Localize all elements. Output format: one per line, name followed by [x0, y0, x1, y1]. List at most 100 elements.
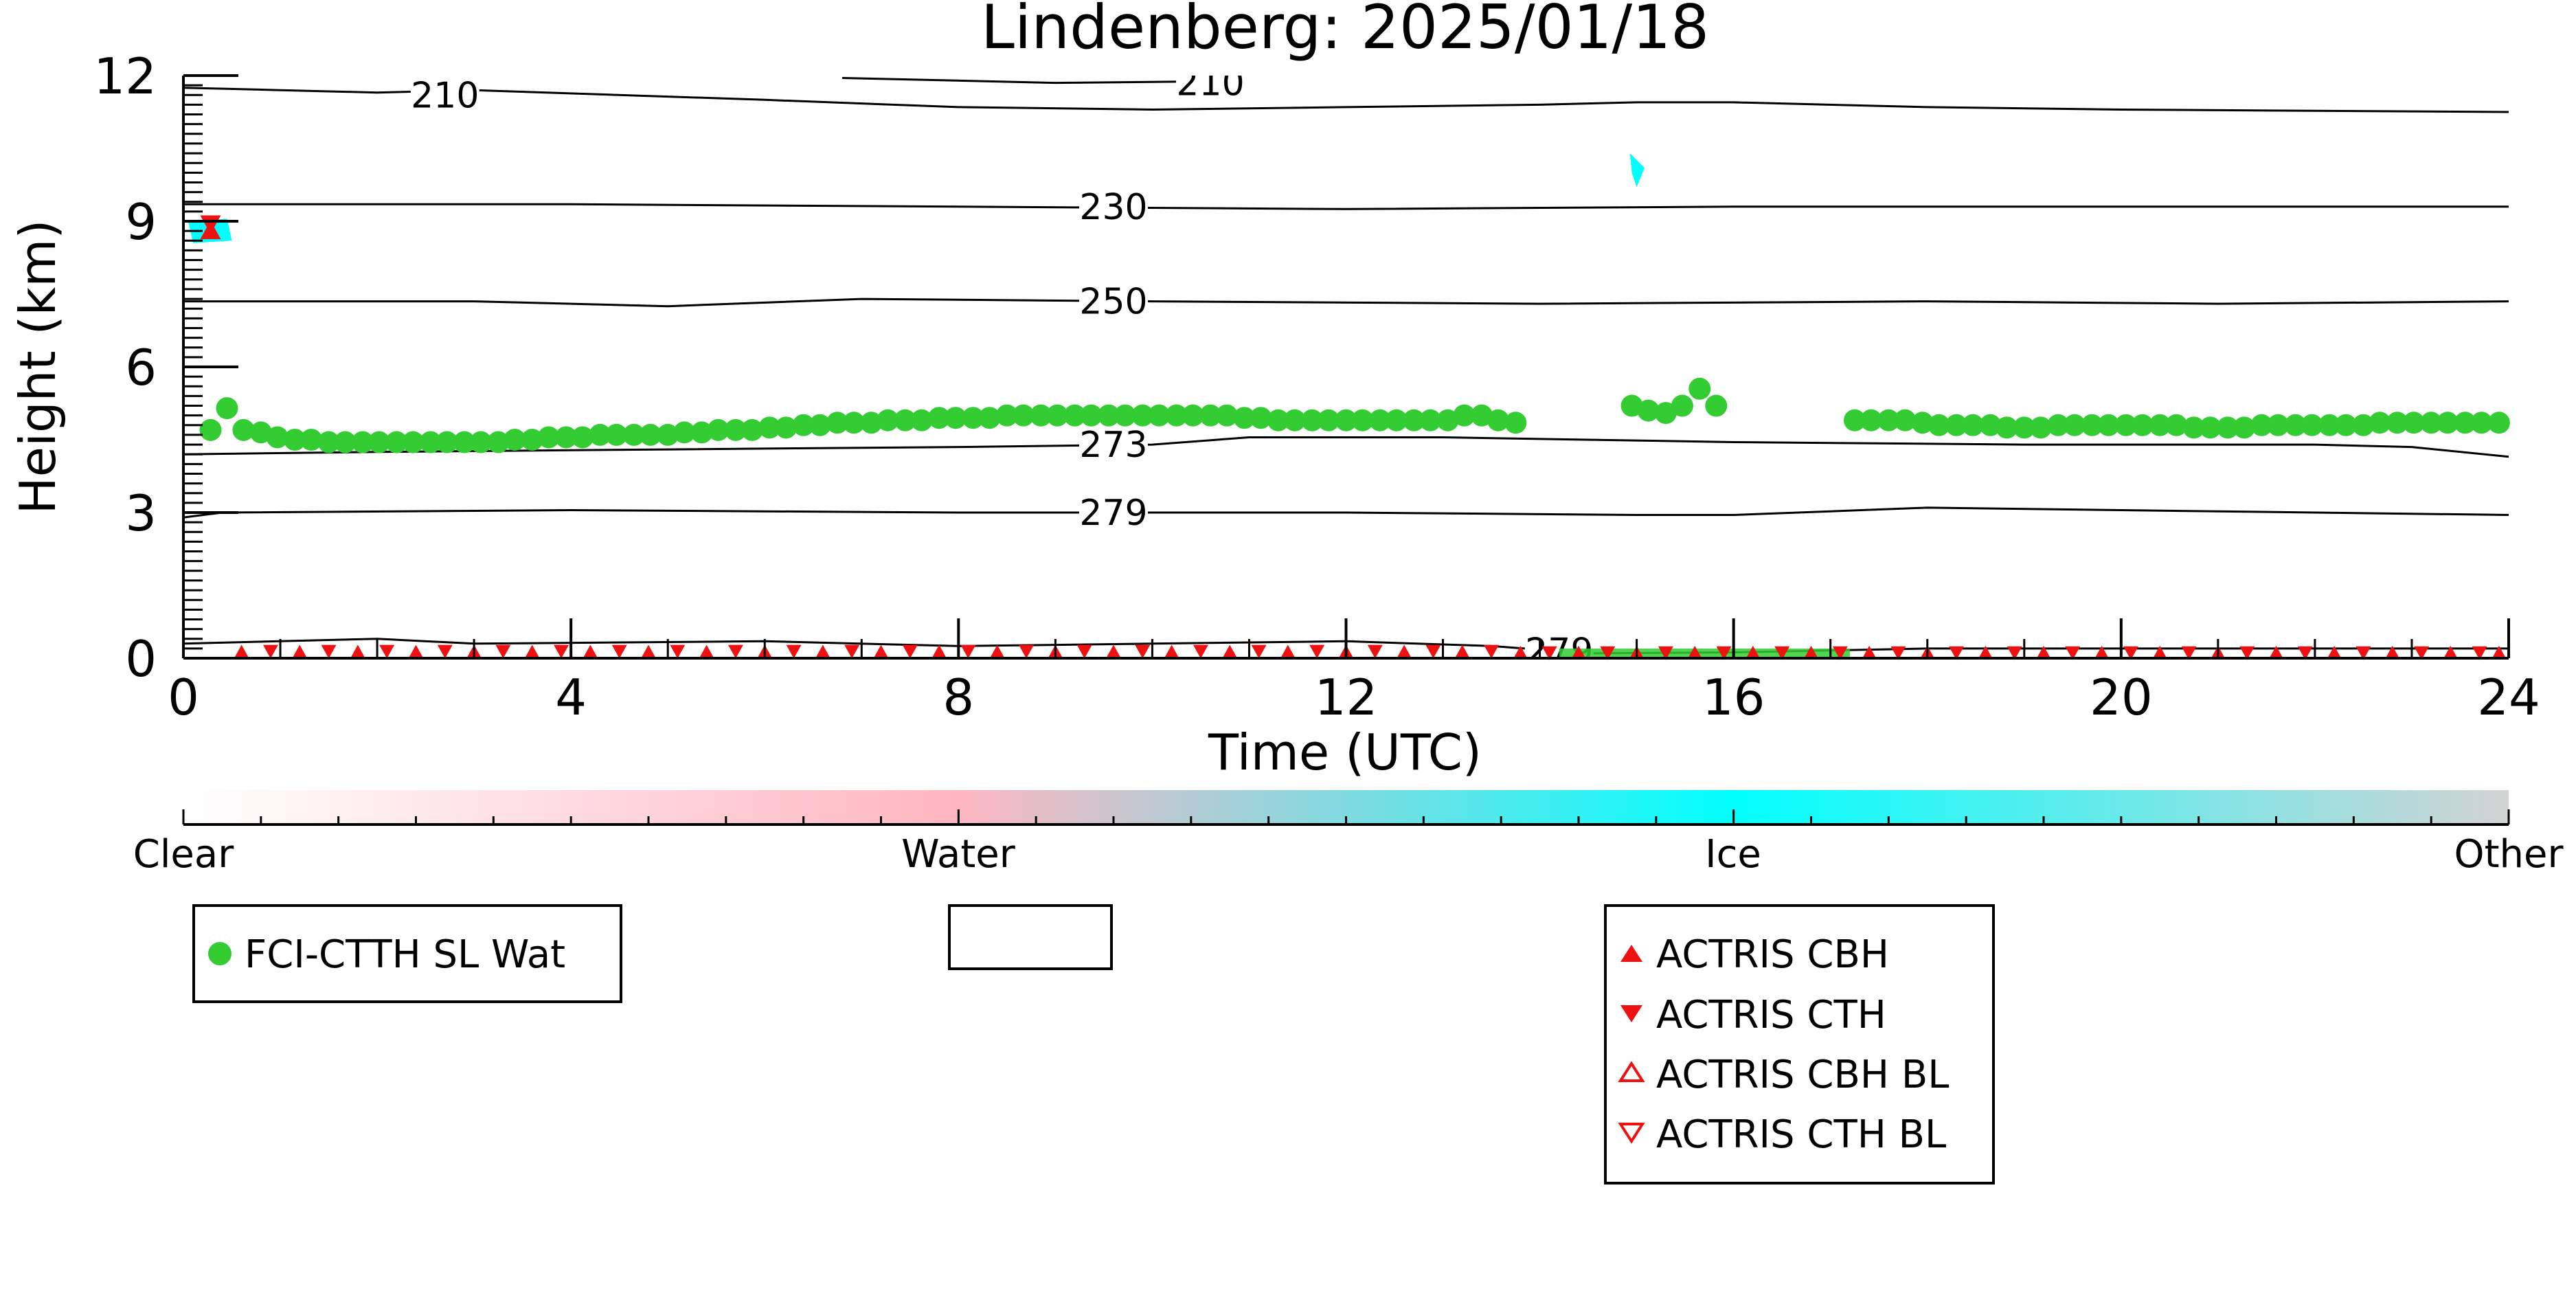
cbh-point — [699, 644, 714, 659]
legend-cbh-label: ACTRIS CBH — [1656, 932, 1889, 977]
cth-point — [611, 644, 627, 659]
fci-point — [928, 407, 951, 429]
fci-point — [1030, 404, 1052, 427]
legend-empty-box — [948, 904, 1113, 970]
legend-fci-box — [192, 904, 622, 1003]
fci-point — [2199, 416, 2222, 439]
fci-point — [1063, 404, 1086, 427]
fci-point — [487, 431, 510, 453]
cth-point — [379, 644, 395, 659]
fci-point — [284, 429, 306, 451]
contour-label-4: 273 — [1079, 425, 1147, 466]
fci-point — [894, 409, 916, 431]
fci-point — [2386, 412, 2408, 434]
fci-point — [1165, 404, 1188, 427]
y-axis-label: Height (km) — [9, 220, 67, 515]
fci-point — [2064, 414, 2086, 436]
fci-point — [1403, 409, 1425, 431]
fci-point — [469, 431, 492, 453]
contour-label-bg-1 — [1176, 76, 1245, 101]
y-tick-label: 3 — [125, 484, 157, 542]
fci-point — [2487, 412, 2510, 434]
fci-point — [1148, 404, 1171, 427]
cth-point — [1774, 646, 1790, 660]
cth-point — [670, 644, 686, 659]
fci-point — [1688, 377, 1711, 400]
cbh-point — [2491, 645, 2507, 660]
y-ticks: 0 3 6 9 12 — [93, 47, 238, 688]
contour-line-1 — [842, 77, 1201, 85]
fci-point — [2284, 414, 2307, 436]
cth-point — [1135, 644, 1151, 659]
fci-point — [2233, 416, 2255, 439]
fci-point — [351, 431, 374, 453]
fci-point — [1131, 404, 1154, 427]
fci-point — [1962, 414, 1985, 436]
fci-point — [317, 431, 340, 453]
cbh-point — [1571, 645, 1586, 660]
cth-point — [1019, 644, 1035, 659]
fci-point — [2182, 416, 2205, 439]
cbh-point — [1397, 644, 1412, 659]
fci-point — [1453, 404, 1476, 427]
fci-point — [300, 429, 323, 451]
fci-point — [453, 431, 476, 453]
cbh-point — [524, 644, 540, 659]
fci-point — [1267, 409, 1289, 431]
fci-point — [775, 416, 798, 439]
cbh-point — [2443, 645, 2459, 660]
cth-point — [1716, 646, 1732, 660]
fci-point — [1928, 414, 1950, 436]
fci-point — [334, 431, 357, 453]
fci-point — [385, 431, 408, 453]
fci-point — [995, 404, 1018, 427]
cth-point — [2414, 646, 2430, 660]
fci-point — [860, 412, 883, 434]
fci-point — [1250, 407, 1272, 429]
fci-point — [2335, 414, 2358, 436]
fci-point — [1671, 394, 1693, 417]
fci-point — [2369, 412, 2391, 434]
y-tick-label: 6 — [125, 339, 157, 396]
plot-axes — [182, 76, 2509, 660]
colorbar-ticks — [182, 809, 2510, 824]
fci-point — [657, 423, 679, 446]
x-tick-label: 8 — [942, 669, 974, 726]
fci-point — [572, 426, 594, 449]
cth-point — [1600, 646, 1616, 660]
fci-point — [809, 414, 831, 436]
cth-point — [1193, 644, 1208, 659]
y-tick-label: 12 — [93, 47, 157, 105]
cth-point — [2007, 646, 2022, 660]
cbh-point — [1164, 644, 1179, 659]
contour-label-0: 210 — [411, 75, 479, 116]
legend-cth-marker — [1620, 1005, 1642, 1022]
colorbar-label-ice: Ice — [1705, 832, 1761, 877]
fci-point — [1843, 409, 1866, 431]
contour-line-3 — [183, 298, 2509, 308]
fci-point — [1894, 409, 1917, 431]
cbh-point — [1106, 644, 1121, 659]
fci-point — [910, 409, 933, 431]
cbh-point — [583, 644, 598, 659]
x-tick-label: 20 — [2090, 669, 2153, 726]
fci-point — [2250, 414, 2273, 436]
legend-actris: ACTRIS CBH ACTRIS CTH ACTRIS CBH BL ACTR… — [1604, 904, 1995, 1185]
cbh-point — [641, 644, 656, 659]
fci-point — [1470, 404, 1493, 427]
fci-point — [605, 423, 628, 446]
fci-point — [368, 431, 390, 453]
fci-point — [2420, 412, 2443, 434]
cbh-point — [292, 644, 308, 659]
fci-point — [1335, 409, 1357, 431]
fci-point — [2267, 414, 2290, 436]
contour-line-4 — [183, 436, 2509, 458]
fci-point — [589, 423, 611, 446]
fci-point — [1216, 404, 1239, 427]
fci-point — [1487, 409, 1509, 431]
cth-point — [727, 644, 743, 659]
contour-label-bg-2 — [1079, 188, 1148, 225]
cth-point — [2065, 646, 2081, 660]
cbh-point — [1454, 644, 1470, 659]
